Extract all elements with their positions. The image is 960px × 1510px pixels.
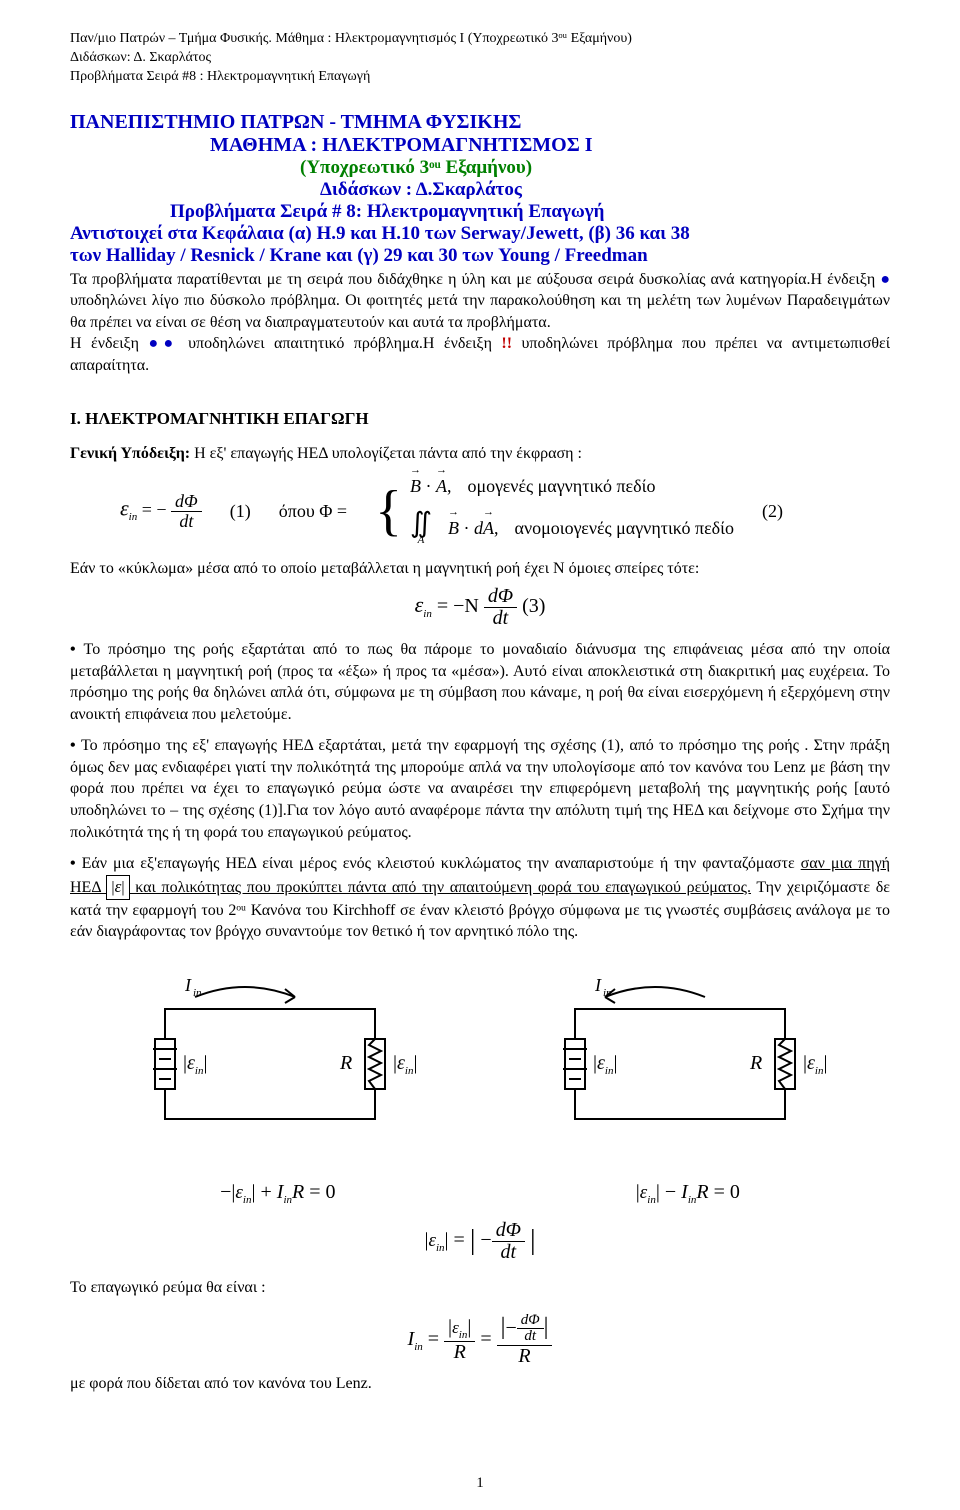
- bullet-3a: Εάν μια εξ'επαγωγής ΗΕΔ είναι μέρος ενός…: [82, 855, 801, 872]
- running-header: Παν/μιο Πατρών – Τμήμα Φυσικής. Μάθημα :…: [70, 30, 890, 87]
- general-hint: Γενική Υπόδειξη: Η εξ' επαγωγής ΗΕΔ υπολ…: [70, 443, 890, 465]
- title-refs-1: Αντιστοιχεί στα Κεφάλαια (α) H.9 και H.1…: [70, 223, 890, 245]
- header-line-2: Διδάσκων: Δ. Σκαρλάτος: [70, 49, 890, 68]
- eq1-tag: (1): [230, 501, 251, 522]
- kvl-equations: −|εin| + IinR = 0 |εin| − IinR = 0: [70, 1181, 890, 1206]
- equation-1-2: εin = − dΦ dt (1) όπου Φ = { B · A, ομογ…: [120, 476, 890, 546]
- case1-label: ομογενές μαγνητικό πεδίο: [467, 476, 655, 497]
- title-course: ΜΑΘΗΜΑ : ΗΛΕΚΤΡΟΜΑΓΝΗΤΙΣΜΟΣ Ι: [70, 134, 890, 157]
- svg-text:|εin|: |εin|: [803, 1052, 827, 1077]
- page-number: 1: [0, 1475, 960, 1492]
- section-heading: Ι. ΗΛΕΚΤΡΟΜΑΓΝΗΤΙΚΗ ΕΠΑΓΩΓΗ: [70, 409, 890, 429]
- circuit-figures: I in R |εin| |εin| I in R |εin| |εin|: [70, 969, 890, 1159]
- title-series: Προβλήματα Σειρά # 8: Ηλεκτρομαγνητική Ε…: [70, 201, 890, 223]
- svg-text:I: I: [184, 975, 192, 995]
- kvl-left: −|εin| + IinR = 0: [220, 1181, 335, 1206]
- circuit-left: I in R |εin| |εin|: [125, 969, 425, 1159]
- eq1-eps: ε: [120, 495, 129, 520]
- double-integral-icon: ∬ A: [410, 511, 432, 546]
- title-semester: (Υποχρεωτικό 3ᵒᵘ Εξαμήνου): [70, 157, 890, 179]
- eps-abs-equation: |εin| = | −dΦdt |: [70, 1220, 890, 1263]
- eps-box: |ε|: [106, 875, 129, 900]
- intro-text-2: υποδηλώνει λίγο πιο δύσκολο πρόβλημα. Οι…: [70, 292, 890, 331]
- case1-expr: B · A,: [410, 476, 452, 497]
- eq1-equals: = −: [142, 499, 167, 519]
- eq1-den: dt: [175, 512, 197, 531]
- svg-text:in: in: [193, 987, 202, 999]
- intro-text-3: Η ένδειξη: [70, 335, 148, 352]
- bullet-double-blue-icon: ●●: [148, 335, 178, 352]
- lenz-note: με φορά που δίδεται από τον κανόνα του L…: [70, 1373, 890, 1395]
- eq3-num: dΦ: [484, 586, 517, 608]
- header-line-1: Παν/μιο Πατρών – Τμήμα Φυσικής. Μάθημα :…: [70, 30, 890, 49]
- eq1-sub: in: [129, 511, 138, 523]
- eq3-eps: ε: [415, 592, 424, 617]
- bang-red-icon: !!: [501, 335, 512, 352]
- eq2-cases: { B · A, ομογενές μαγνητικό πεδίο ∬ A B …: [375, 476, 734, 546]
- title-university: ΠΑΝΕΠΙΣΤΗΜΙΟ ΠΑΤΡΩΝ - ΤΜΗΜΑ ΦΥΣΙΚΗΣ: [70, 111, 890, 134]
- svg-text:|εin|: |εin|: [393, 1052, 417, 1077]
- eq3-tag: (3): [522, 595, 545, 617]
- equation-3: εin = −N dΦ dt (3): [70, 586, 890, 629]
- bullet-3-u2: και πολικότητας που προκύπτει πάντα από …: [130, 879, 751, 896]
- brace-icon: {: [375, 483, 402, 539]
- title-instructor: Διδάσκων : Δ.Σκαρλάτος: [70, 179, 890, 201]
- intro-text-4: υποδηλώνει απαιτητικό πρόβλημα.Η ένδειξη: [188, 335, 501, 352]
- bullet-blue-icon: ●: [880, 271, 890, 288]
- header-line-3: Προβλήματα Σειρά #8 : Ηλεκτρομαγνητική Ε…: [70, 68, 890, 87]
- after-eq1-text: Εάν το «κύκλωμα» μέσα από το οποίο μεταβ…: [70, 558, 890, 580]
- svg-text:in: in: [603, 987, 612, 999]
- eq3-den: dt: [489, 608, 513, 629]
- hint-text: Η εξ' επαγωγής ΗΕΔ υπολογίζεται πάντα απ…: [194, 445, 582, 462]
- intro-text-1: Τα προβλήματα παρατίθενται με τη σειρά π…: [70, 271, 880, 288]
- kvl-right: |εin| − IinR = 0: [636, 1181, 740, 1206]
- bullet-1: Το πρόσημο της ροής εξαρτάται από το πως…: [70, 639, 890, 725]
- title-refs-2: των Halliday / Resnick / Krane και (γ) 2…: [70, 245, 890, 267]
- eq2-tag: (2): [762, 501, 783, 522]
- svg-text:|εin|: |εin|: [183, 1052, 207, 1077]
- case2-expr: B · dA,: [448, 518, 499, 539]
- eq1-where: όπου Φ =: [279, 501, 347, 522]
- induced-current-label: Το επαγωγικό ρεύμα θα είναι :: [70, 1277, 890, 1299]
- svg-text:I: I: [594, 975, 602, 995]
- svg-text:R: R: [339, 1052, 352, 1074]
- svg-text:R: R: [749, 1052, 762, 1074]
- bullet-3: Εάν μια εξ'επαγωγής ΗΕΔ είναι μέρος ενός…: [70, 853, 890, 943]
- intro-paragraph: Τα προβλήματα παρατίθενται με τη σειρά π…: [70, 269, 890, 377]
- eq3-mid: = −N: [437, 595, 484, 617]
- svg-text:|εin|: |εin|: [593, 1052, 617, 1077]
- eq1-lhs: εin = − dΦ dt: [120, 492, 202, 531]
- eq3-sub: in: [423, 608, 432, 620]
- bullet-2: Το πρόσημο της εξ' επαγωγής ΗΕΔ εξαρτάτα…: [70, 735, 890, 843]
- circuit-right: I in R |εin| |εin|: [535, 969, 835, 1159]
- title-block: ΠΑΝΕΠΙΣΤΗΜΙΟ ΠΑΤΡΩΝ - ΤΜΗΜΑ ΦΥΣΙΚΗΣ ΜΑΘΗ…: [70, 111, 890, 267]
- hint-label: Γενική Υπόδειξη:: [70, 445, 190, 462]
- case2-label: ανομοιογενές μαγνητικό πεδίο: [515, 518, 734, 539]
- induced-current-equation: Iin = |εin| R = |−dΦdt| R: [70, 1313, 890, 1368]
- eq1-num: dΦ: [171, 492, 202, 512]
